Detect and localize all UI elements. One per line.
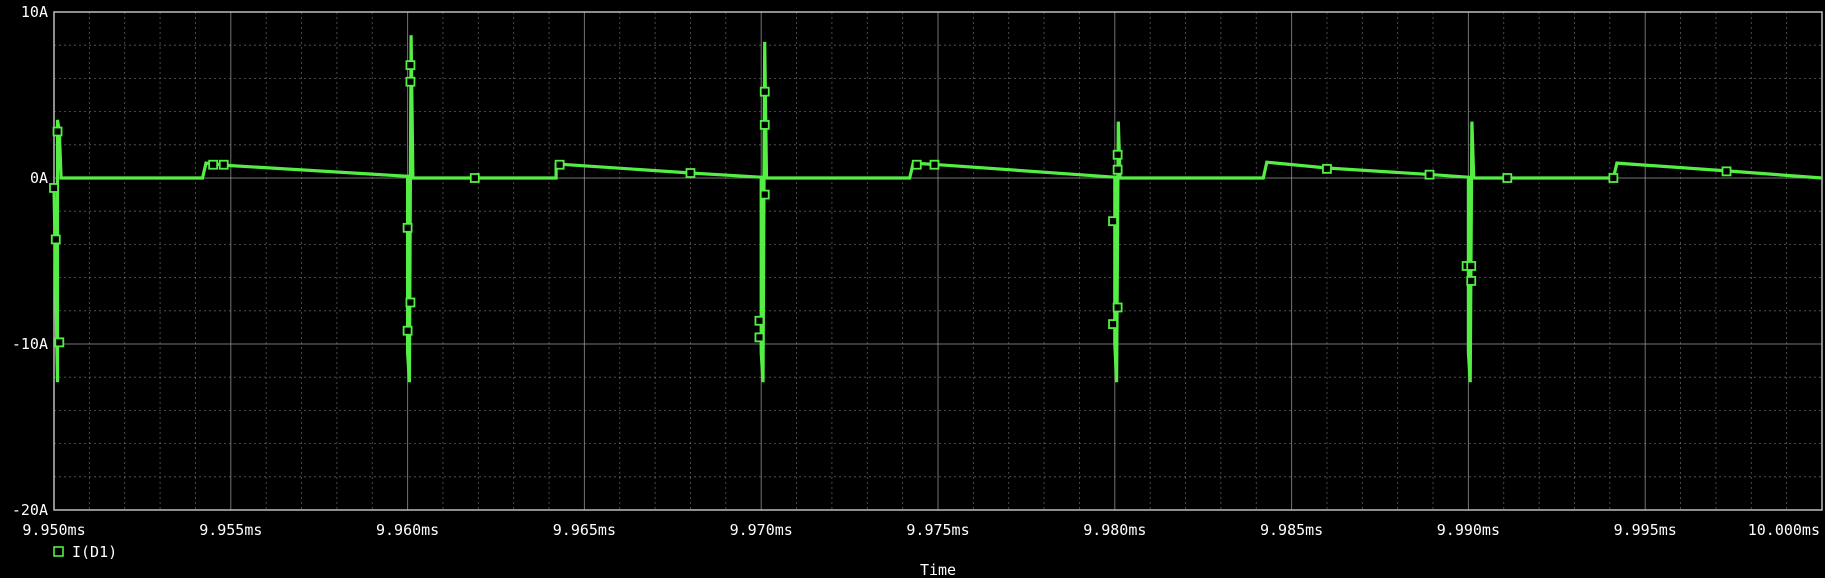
x-axis-ticks: 9.950ms 9.955ms 9.960ms 9.965ms 9.970ms 9.975… [22,521,1820,539]
y-tick-label: -10A [12,335,48,353]
legend-marker [53,546,64,557]
series-marker [1108,216,1118,227]
x-tick-label: 9.985ms [1260,521,1323,539]
x-tick-label: 9.980ms [1083,521,1146,539]
series-marker [1322,163,1332,174]
legend-label: I(D1) [72,543,117,561]
y-tick-label: 10A [21,3,48,21]
series-marker [1112,164,1123,175]
x-tick-label: 9.960ms [376,521,439,539]
series-marker [405,297,416,308]
series-marker [1608,173,1619,183]
x-tick-label: 9.975ms [906,521,969,539]
legend: I(D1) [53,543,117,561]
x-tick-label: 9.995ms [1614,521,1677,539]
series-marker [759,189,770,200]
series-marker [1466,276,1477,286]
x-tick-label: 9.950ms [22,521,85,539]
y-tick-label: 0A [30,169,48,187]
series-marker [402,325,413,336]
x-tick-label: 9.965ms [553,521,616,539]
series-marker [759,86,770,97]
series-marker [54,337,65,348]
series-marker [554,159,565,170]
series-marker [1112,149,1123,160]
series-marker [911,159,922,170]
series-markers [49,60,1732,348]
series-marker [754,315,765,326]
series-marker [929,159,940,170]
y-axis-ticks: 10A 0A -10A -20A [12,3,48,519]
series-marker [52,126,63,137]
x-axis-title: Time [920,561,956,578]
series-marker [208,159,219,170]
series-marker [405,60,416,71]
y-tick-label: -20A [12,501,48,519]
series-marker [49,183,59,193]
series-marker [218,159,229,170]
x-tick-label: 9.970ms [730,521,793,539]
series-marker [50,234,61,245]
series-marker [1466,261,1477,271]
series-marker [402,222,413,233]
series-marker [1108,319,1118,329]
x-tick-label: 10.000ms [1748,521,1820,539]
x-tick-label: 9.955ms [199,521,262,539]
series-marker [1721,166,1732,177]
series-marker [1112,302,1123,313]
series-marker [685,168,696,178]
x-tick-label: 9.990ms [1437,521,1500,539]
series-marker [469,173,480,183]
series-marker [759,119,770,130]
series-marker [405,76,416,87]
series-marker [754,332,765,343]
series-marker [1424,169,1435,180]
series-marker [1502,173,1513,183]
